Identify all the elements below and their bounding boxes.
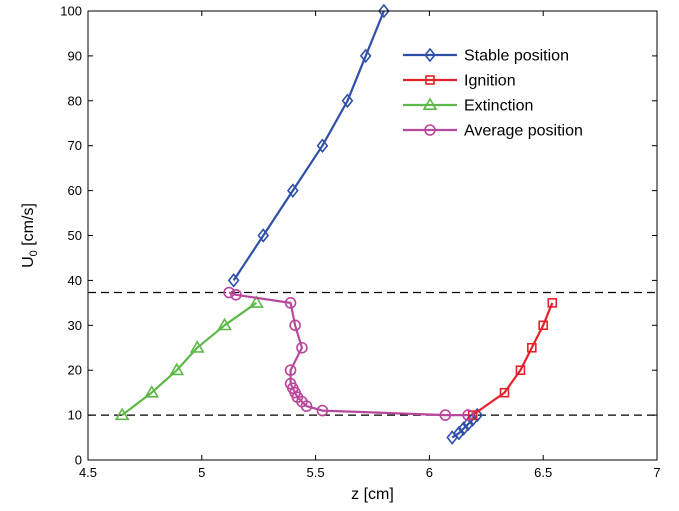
- y-tick-label: 80: [68, 93, 82, 108]
- legend: Stable position Ignition Extinction Average…: [396, 36, 636, 146]
- y-tick-label: 0: [75, 453, 82, 468]
- y-tick-label: 70: [68, 138, 82, 153]
- legend-label: Stable position: [464, 48, 569, 65]
- y-tick-label: 20: [68, 363, 82, 378]
- y-tick-label: 40: [68, 273, 82, 288]
- x-tick-label: 5: [198, 465, 205, 480]
- y-tick-label: 100: [60, 4, 82, 19]
- y-tick-label: 10: [68, 408, 82, 423]
- x-tick-label: 6.5: [534, 465, 552, 480]
- y-axis-label-unit: [cm/s]: [20, 203, 37, 250]
- x-tick-label: 6: [426, 465, 433, 480]
- legend-label: Ignition: [464, 73, 516, 90]
- y-axis-label-main: U: [20, 256, 37, 268]
- y-tick-label: 90: [68, 48, 82, 63]
- x-axis-label: z [cm]: [351, 486, 394, 503]
- x-tick-label: 5.5: [307, 465, 325, 480]
- y-tick-label: 50: [68, 228, 82, 243]
- y-tick-label: 30: [68, 318, 82, 333]
- legend-label: Average position: [464, 123, 583, 140]
- legend-label: Extinction: [464, 98, 533, 115]
- y-axis-label: U0 [cm/s]: [20, 203, 40, 268]
- x-tick-label: 7: [653, 465, 660, 480]
- y-tick-label: 60: [68, 183, 82, 198]
